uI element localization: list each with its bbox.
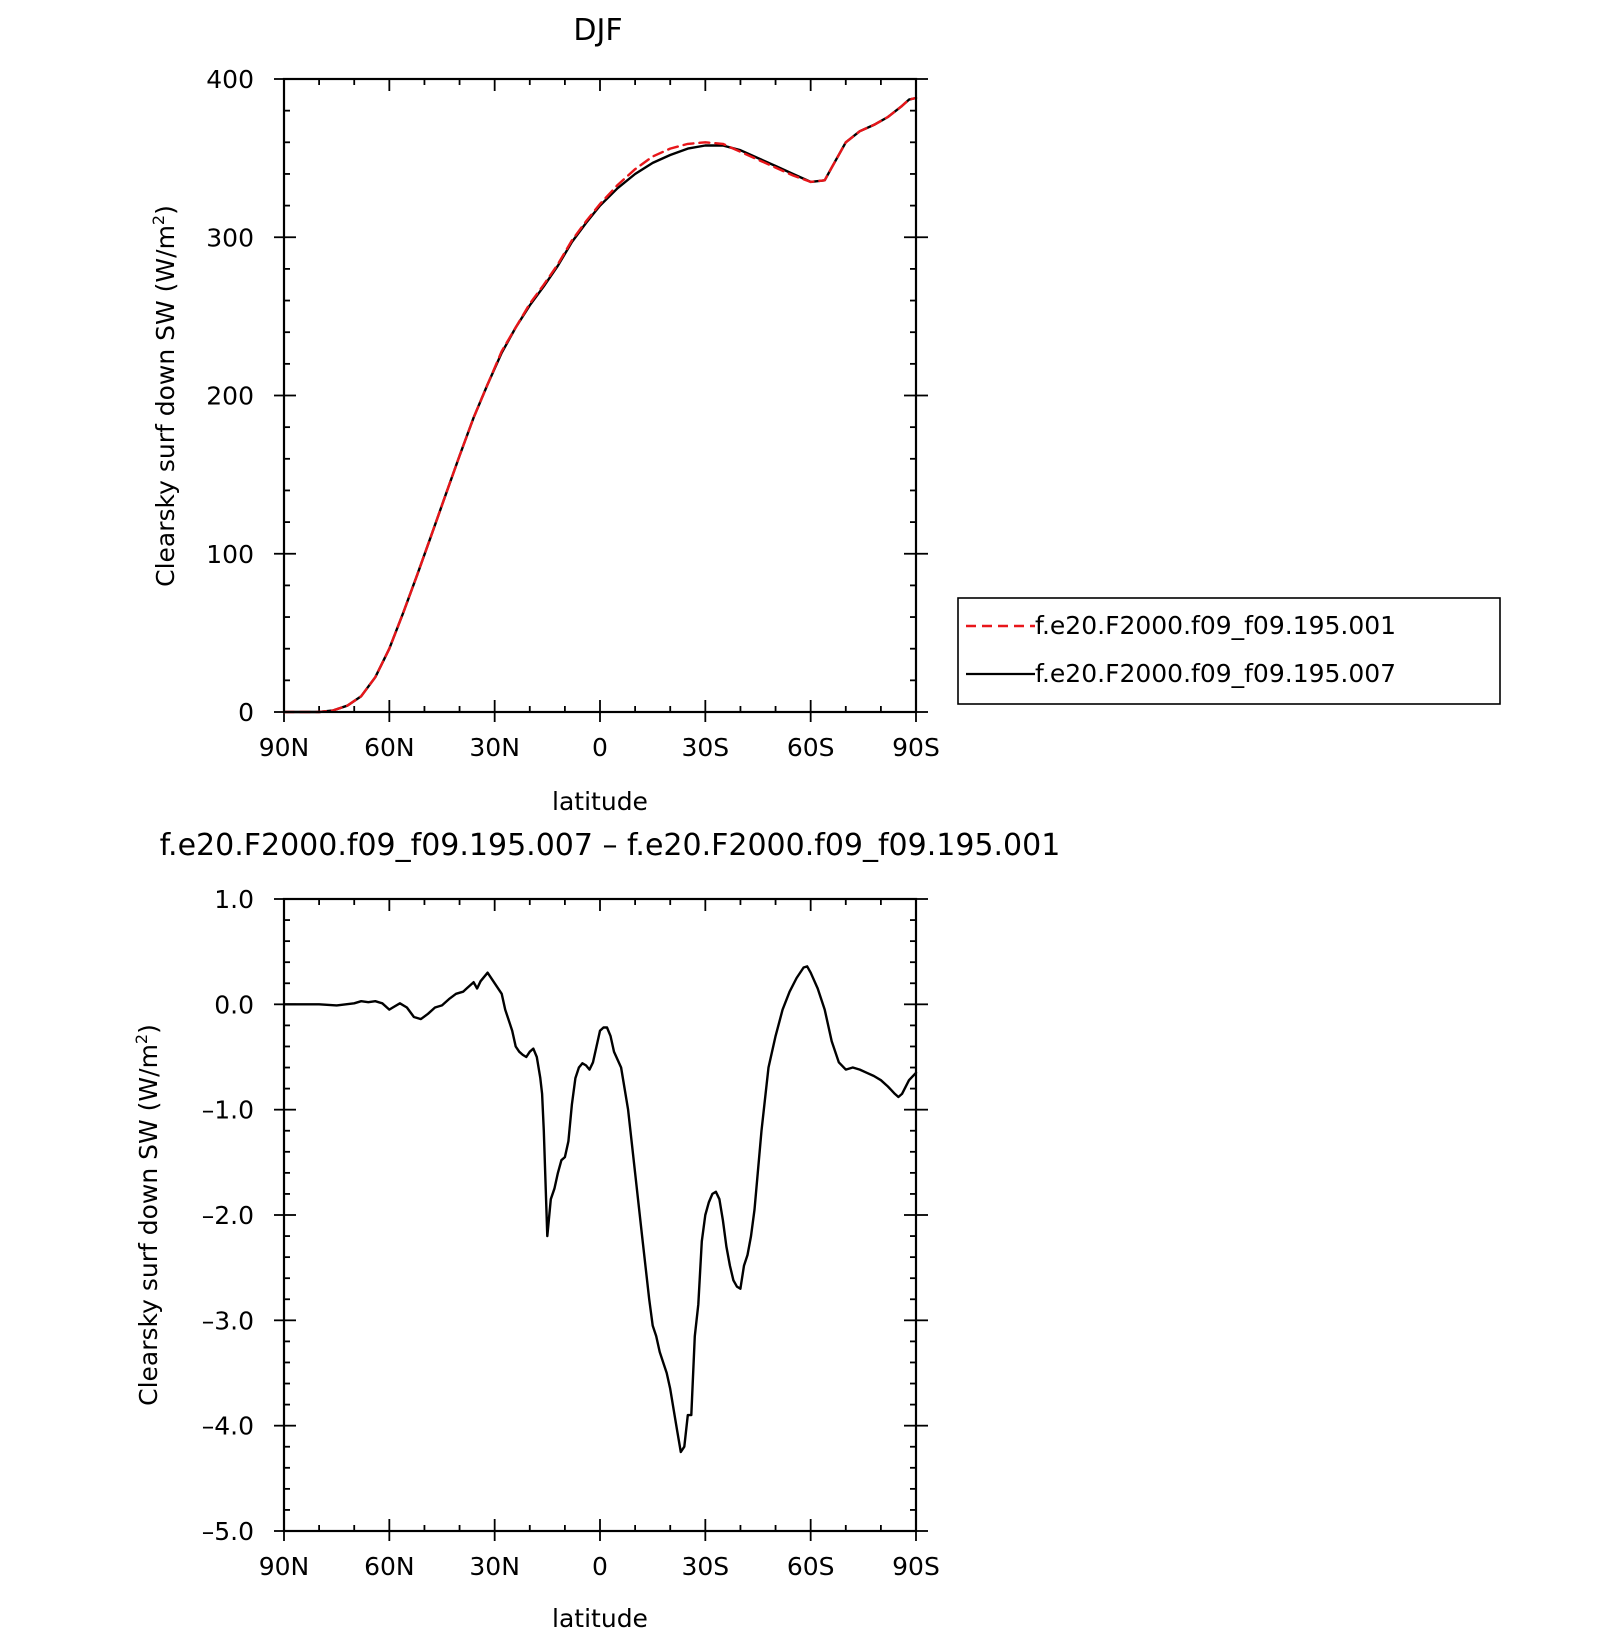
bot-x-tick-label: 60N	[364, 1552, 415, 1581]
top-x-tick-labels: 90N 60N 30N 0 30S 60S 90S	[259, 733, 940, 762]
top-y-tick-label: 0	[238, 698, 254, 727]
bottom-y-axis-label-main: Clearsky surf down SW (W/m	[134, 1044, 163, 1406]
bot-x-tick-label: 30N	[469, 1552, 520, 1581]
bottom-y-axis-label-end: )	[134, 1024, 163, 1034]
top-plot-frame	[282, 77, 918, 714]
top-y-axis-label-end: )	[151, 205, 180, 215]
top-x-tick-label: 30S	[681, 733, 729, 762]
top-chart-title: DJF	[573, 13, 622, 48]
top-series-line-1	[282, 96, 918, 714]
top-series	[282, 96, 918, 714]
top-series-line-0	[282, 96, 918, 714]
top-panel: DJF 90N 60N 30N 0 30S 60S 90S 0 100 200 300 400 la…	[149, 13, 1501, 816]
legend: f.e20.F2000.f09_f09.195.001 f.e20.F2000.…	[957, 597, 1501, 705]
legend-label-001: f.e20.F2000.f09_f09.195.001	[1035, 611, 1396, 640]
bottom-y-axis-label: Clearsky surf down SW (W/m2)	[132, 1024, 163, 1406]
top-x-tick-label: 60S	[787, 733, 835, 762]
top-ticks	[274, 78, 928, 722]
bottom-y-axis-label-sup: 2	[132, 1034, 151, 1044]
legend-label-007: f.e20.F2000.f09_f09.195.007	[1035, 659, 1396, 688]
bot-y-tick-label: –2.0	[202, 1201, 254, 1230]
top-y-axis-label-main: Clearsky surf down SW (W/m	[151, 225, 180, 587]
bot-y-tick-label: –4.0	[202, 1412, 254, 1441]
bottom-y-tick-labels: 1.0 0.0 –1.0 –2.0 –3.0 –4.0 –5.0	[202, 885, 254, 1546]
top-y-tick-label: 100	[206, 540, 254, 569]
top-x-axis-label: latitude	[552, 787, 648, 816]
top-y-tick-labels: 0 100 200 300 400	[206, 65, 254, 727]
bot-x-tick-label: 0	[592, 1552, 608, 1581]
top-x-tick-label: 90N	[259, 733, 310, 762]
bot-y-tick-label: –1.0	[202, 1096, 254, 1125]
bot-x-tick-label: 90S	[892, 1552, 940, 1581]
top-y-tick-label: 200	[206, 382, 254, 411]
bot-y-tick-label: –5.0	[202, 1517, 254, 1546]
top-x-tick-label: 30N	[469, 733, 520, 762]
bottom-x-axis-label: latitude	[552, 1604, 648, 1633]
bottom-panel: f.e20.F2000.f09_f09.195.007 – f.e20.F200…	[132, 828, 1060, 1633]
bottom-ticks	[274, 898, 928, 1541]
top-y-axis-label-sup: 2	[149, 215, 168, 225]
bottom-series	[282, 965, 918, 1454]
bottom-x-tick-labels: 90N 60N 30N 0 30S 60S 90S	[259, 1552, 940, 1581]
top-y-axis-label: Clearsky surf down SW (W/m2)	[149, 205, 180, 587]
bot-y-tick-label: –3.0	[202, 1306, 254, 1335]
bot-x-tick-label: 30S	[681, 1552, 729, 1581]
bot-y-tick-label: 0.0	[214, 990, 254, 1019]
legend-box	[957, 597, 1501, 705]
bot-x-tick-label: 60S	[787, 1552, 835, 1581]
top-x-tick-label: 90S	[892, 733, 940, 762]
bottom-plot-frame	[282, 897, 918, 1533]
top-x-tick-label: 60N	[364, 733, 415, 762]
bot-series-line-0	[282, 965, 918, 1454]
bot-y-tick-label: 1.0	[214, 885, 254, 914]
top-y-tick-label: 300	[206, 223, 254, 252]
bottom-chart-title: f.e20.F2000.f09_f09.195.007 – f.e20.F200…	[160, 828, 1061, 863]
top-x-tick-label: 0	[592, 733, 608, 762]
bot-x-tick-label: 90N	[259, 1552, 310, 1581]
top-y-tick-label: 400	[206, 65, 254, 94]
